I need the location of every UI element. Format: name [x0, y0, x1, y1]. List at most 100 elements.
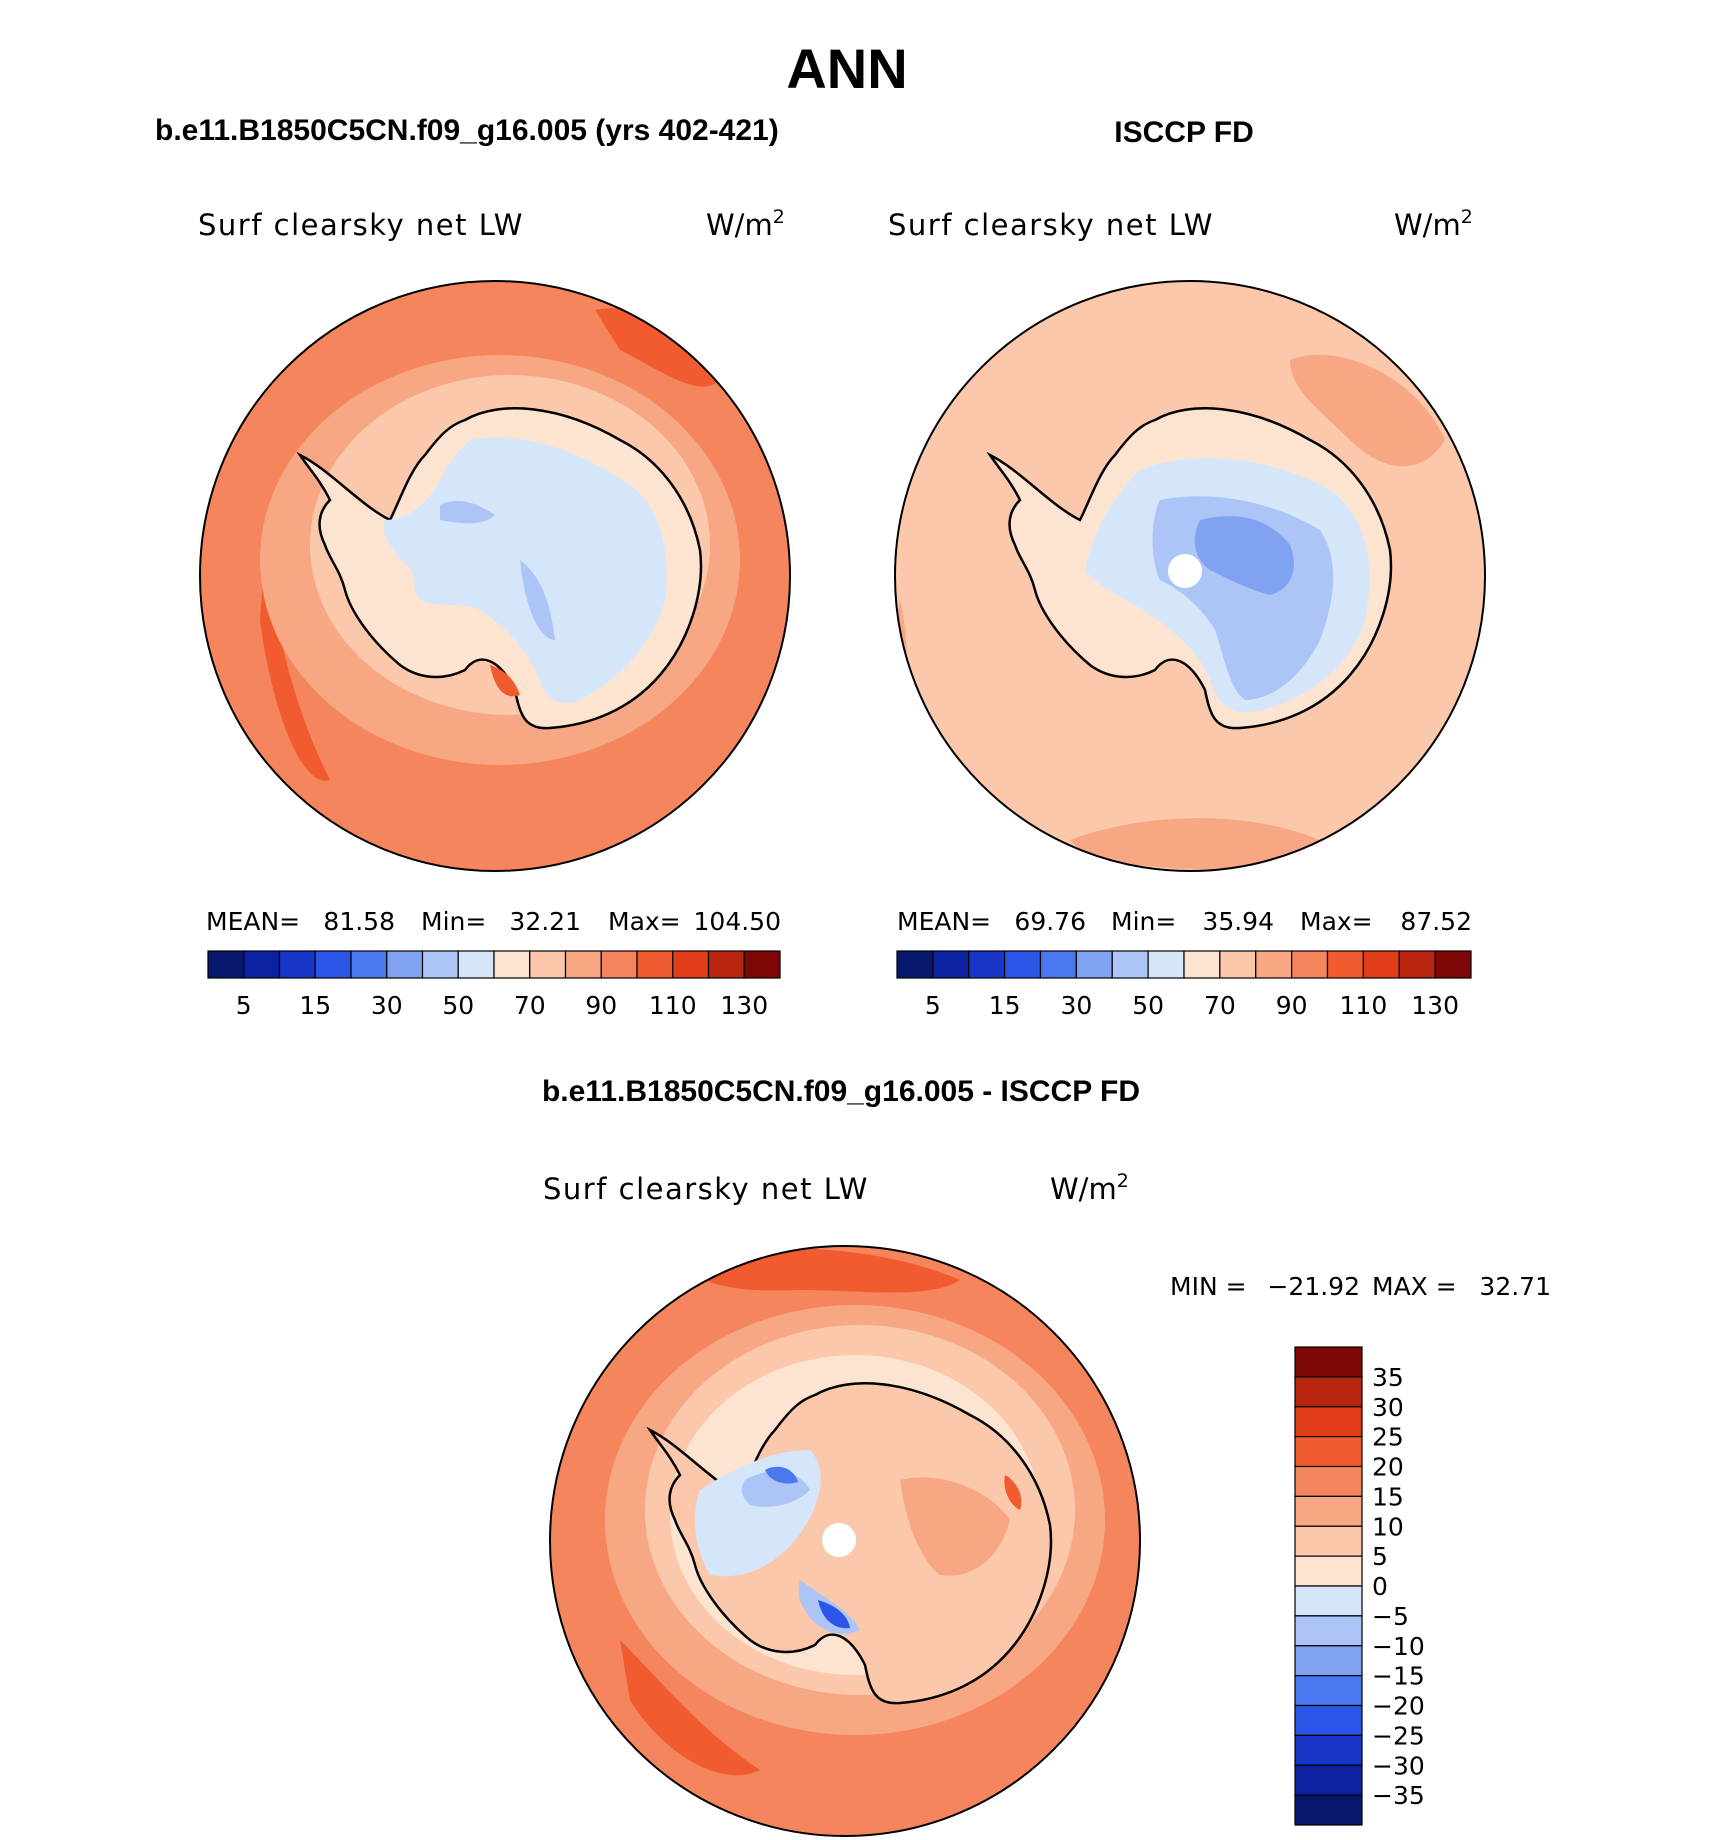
- colorbar-swatch: [1111, 950, 1149, 979]
- colorbar-tick-label: 70: [1204, 991, 1236, 1020]
- map-warm-patch: [1070, 818, 1330, 869]
- panel-diff-title: b.e11.B1850C5CN.f09_g16.005 - ISCCP FD: [542, 1075, 1140, 1108]
- panel-obs: ISCCP FD Surf clearsky net LW W/m2 MEAN=…: [888, 116, 1486, 1020]
- panel-obs-mean: 69.76: [1014, 907, 1086, 936]
- panel-diff: b.e11.B1850C5CN.f09_g16.005 - ISCCP FD S…: [542, 1075, 1551, 1837]
- colorbar-tick-label: 5: [925, 991, 941, 1020]
- colorbar-swatch: [1294, 1376, 1363, 1408]
- colorbar-swatch: [386, 950, 424, 979]
- panel-diff-units: W/m2: [1050, 1170, 1129, 1206]
- panel-model-colorbar: 5 15 30 50 70 90 110 130: [207, 950, 781, 1020]
- colorbar-tick-label: 20: [1372, 1453, 1404, 1482]
- panel-obs-min: 35.94: [1202, 907, 1274, 936]
- colorbar-swatch: [1294, 1704, 1363, 1736]
- colorbar-tick-label: 15: [299, 991, 331, 1020]
- panel-model-mean: 81.58: [323, 907, 395, 936]
- panel-model-max-label: Max=: [608, 907, 681, 936]
- colorbar-swatch: [1434, 950, 1472, 979]
- ice-sheet-low: [520, 560, 555, 640]
- panel-obs-boundary: [894, 280, 1486, 872]
- colorbar-tick-label: −30: [1372, 1751, 1425, 1780]
- colorbar-tick-label: −20: [1372, 1692, 1425, 1721]
- colorbar-swatch: [1219, 950, 1257, 979]
- colorbar-swatch: [1291, 950, 1329, 979]
- panel-diff-min-label: MIN =: [1170, 1272, 1247, 1301]
- colorbar-swatch: [1294, 1645, 1363, 1677]
- colorbar-tick-label: 50: [442, 991, 474, 1020]
- panel-model-boundary: [199, 280, 791, 872]
- panel-model-min-label: Min=: [421, 907, 486, 936]
- panel-model-units: W/m2: [706, 206, 785, 242]
- colorbar-swatch: [1362, 950, 1400, 979]
- colorbar-swatch: [1294, 1555, 1363, 1587]
- colorbar-swatch: [457, 950, 495, 979]
- colorbar-swatch: [707, 950, 745, 979]
- colorbar-swatch: [1398, 950, 1436, 979]
- colorbar-swatch: [564, 950, 602, 979]
- colorbar-swatch: [207, 950, 245, 979]
- colorbar-swatch: [968, 950, 1006, 979]
- colorbar-swatch: [1075, 950, 1113, 979]
- colorbar-tick-label: 90: [1276, 991, 1308, 1020]
- colorbar-tick-label: −5: [1372, 1602, 1409, 1631]
- colorbar-swatch: [1147, 950, 1185, 979]
- colorbar-tick-label: 110: [1340, 991, 1388, 1020]
- colorbar-tick-label: 130: [1411, 991, 1459, 1020]
- panel-diff-units-exp: 2: [1117, 1170, 1129, 1192]
- diff-negative-strong: [765, 1466, 798, 1484]
- panel-model-title: b.e11.B1850C5CN.f09_g16.005 (yrs 402-421…: [155, 114, 779, 147]
- colorbar-tick-label: 5: [236, 991, 252, 1020]
- colorbar-swatch: [529, 950, 567, 979]
- colorbar-tick-label: 90: [585, 991, 617, 1020]
- colorbar-swatch: [636, 950, 674, 979]
- panel-diff-boundary: [549, 1245, 1141, 1837]
- panel-obs-variable: Surf clearsky net LW: [888, 208, 1214, 242]
- ice-shelf-warm: [490, 665, 520, 697]
- colorbar-tick-label: 25: [1372, 1423, 1404, 1452]
- colorbar-swatch: [1255, 950, 1293, 979]
- diff-positive: [1004, 1475, 1022, 1510]
- ice-sheet-low: [440, 500, 495, 524]
- map-warm-patch: [1290, 354, 1445, 467]
- panel-obs-units-base: W/m: [1394, 208, 1461, 242]
- colorbar-swatch: [1294, 1346, 1363, 1378]
- colorbar-tick-label: 15: [989, 991, 1021, 1020]
- colorbar-tick-label: 50: [1132, 991, 1164, 1020]
- colorbar-tick-label: −25: [1372, 1721, 1425, 1750]
- colorbar-swatch: [421, 950, 459, 979]
- panel-obs-mean-label: MEAN=: [897, 907, 991, 936]
- panel-diff-units-base: W/m: [1050, 1172, 1117, 1206]
- colorbar-swatch: [1294, 1794, 1363, 1826]
- panel-model-units-base: W/m: [706, 208, 773, 242]
- colorbar-swatch: [278, 950, 316, 979]
- panel-model-max: 104.50: [694, 907, 781, 936]
- ice-sheet-lower: [1194, 516, 1294, 595]
- panel-diff-max-label: MAX =: [1372, 1272, 1457, 1301]
- colorbar-swatch: [1294, 1495, 1363, 1527]
- colorbar-swatch: [672, 950, 710, 979]
- colorbar-tick-label: −35: [1372, 1781, 1425, 1810]
- colorbar-swatch: [1294, 1734, 1363, 1766]
- colorbar-swatch: [743, 950, 781, 979]
- pole-hole: [1168, 554, 1202, 588]
- map-warm-patch: [620, 1640, 760, 1776]
- panel-model: b.e11.B1850C5CN.f09_g16.005 (yrs 402-421…: [155, 114, 791, 1020]
- panel-obs-units-exp: 2: [1461, 206, 1473, 228]
- colorbar-swatch: [1294, 1465, 1363, 1497]
- colorbar-tick-label: 110: [649, 991, 697, 1020]
- colorbar-tick-label: 130: [720, 991, 768, 1020]
- colorbar-swatch: [1294, 1436, 1363, 1468]
- colorbar-swatch: [350, 950, 388, 979]
- panel-obs-title: ISCCP FD: [1114, 116, 1253, 149]
- panel-obs-max: 87.52: [1400, 907, 1472, 936]
- colorbar-swatch: [1294, 1525, 1363, 1557]
- colorbar-swatch: [1294, 1615, 1363, 1647]
- panel-model-min: 32.21: [509, 907, 581, 936]
- colorbar-tick-label: 70: [514, 991, 546, 1020]
- panel-model-map: [200, 281, 790, 871]
- colorbar-tick-label: 5: [1372, 1542, 1388, 1571]
- colorbar-tick-label: 35: [1372, 1363, 1404, 1392]
- colorbar-tick-label: 0: [1372, 1572, 1388, 1601]
- colorbar-swatch: [932, 950, 970, 979]
- colorbar-tick-label: 10: [1372, 1512, 1404, 1541]
